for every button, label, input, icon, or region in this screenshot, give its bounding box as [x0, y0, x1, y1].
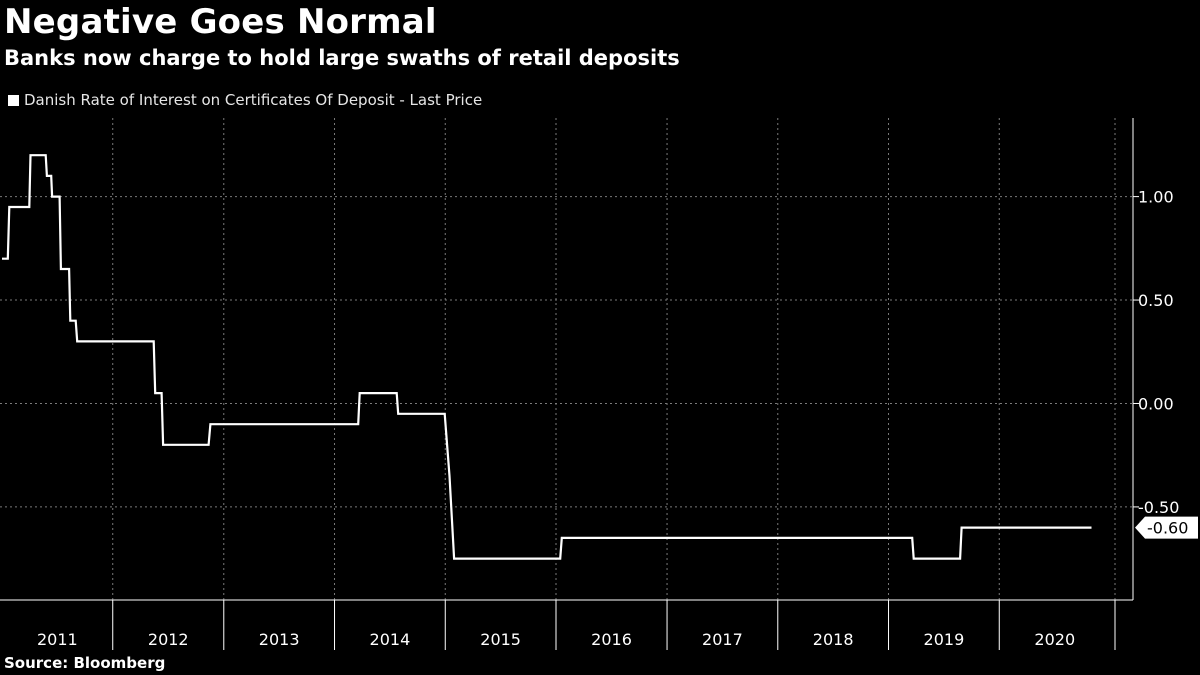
y-tick-label: 0.00: [1138, 394, 1174, 413]
legend-label: Danish Rate of Interest on Certificates …: [24, 91, 483, 109]
x-tick-label: 2019: [924, 630, 965, 649]
x-tick-label: 2018: [813, 630, 854, 649]
x-tick-label: 2013: [259, 630, 300, 649]
chart-title: Negative Goes Normal: [4, 2, 437, 42]
source-note: Source: Bloomberg: [4, 654, 166, 672]
series-line: [2, 154, 1092, 560]
legend: Danish Rate of Interest on Certificates …: [8, 91, 482, 109]
x-tick-label: 2012: [148, 630, 189, 649]
legend-swatch: [8, 94, 19, 106]
x-tick-label: 2015: [480, 630, 521, 649]
chart-subtitle: Banks now charge to hold large swaths of…: [4, 46, 680, 70]
y-tick-label: 1.00: [1138, 188, 1174, 207]
x-tick-label: 2016: [591, 630, 632, 649]
x-tick-label: 2014: [370, 630, 411, 649]
last-value-callout: [1135, 516, 1198, 539]
x-tick-label: 2017: [702, 630, 743, 649]
y-tick-label: -0.50: [1138, 498, 1179, 517]
x-tick-label: 2020: [1034, 630, 1075, 649]
x-tick-label: 2011: [37, 630, 78, 649]
y-tick-label: 0.50: [1138, 291, 1174, 310]
last-value-label: -0.60: [1147, 519, 1188, 538]
